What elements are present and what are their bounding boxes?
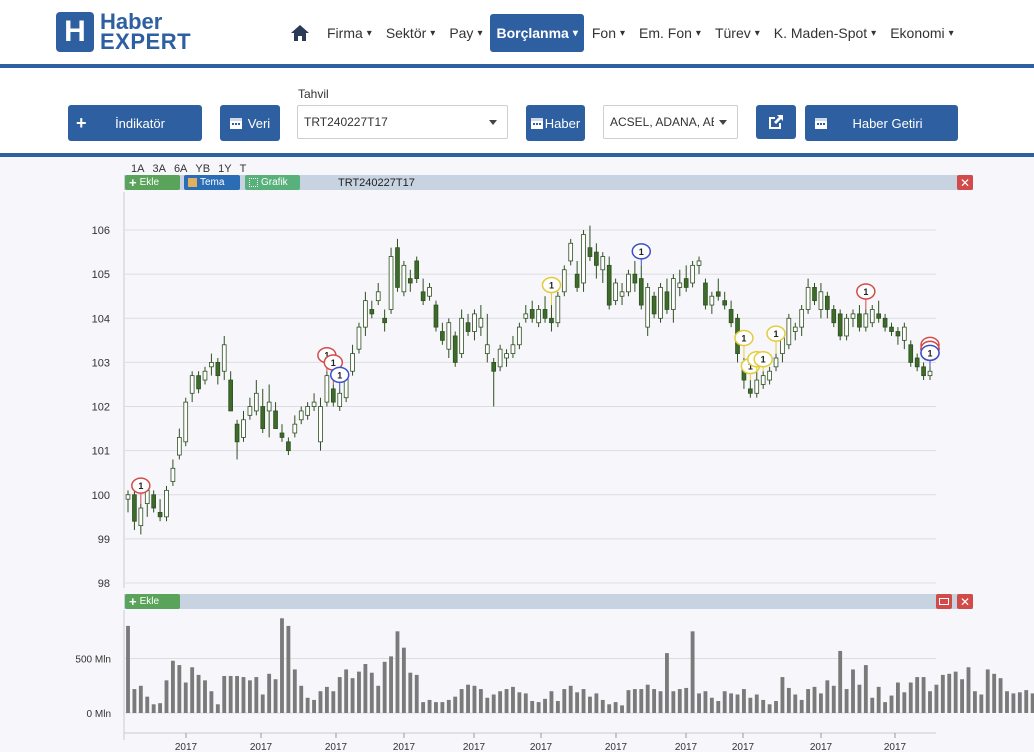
chart-type-label: Grafik: [261, 177, 288, 188]
symbols-select[interactable]: ACSEL, ADANA, AEI: [603, 105, 738, 139]
chevron-down-icon: ▾: [695, 27, 701, 39]
range-selector: 1A 3A 6A YB 1Y T: [131, 163, 254, 175]
nav-item-label: Sektör: [385, 25, 427, 41]
nav-item-4[interactable]: Fon ▾: [586, 14, 631, 52]
fetch-news-button[interactable]: Haber Getiri: [805, 105, 958, 141]
toolbar-divider: [0, 153, 1034, 157]
bond-field-label: Tahvil: [298, 87, 329, 101]
logo-mark: H: [56, 12, 94, 52]
chevron-down-icon: ▾: [477, 27, 483, 39]
price-add-label: Ekle: [139, 177, 160, 188]
top-header: H Haber EXPERT Firma ▾ Sektör ▾ Pay ▾ Borçlanm…: [0, 0, 1034, 64]
price-add-button[interactable]: + Ekle: [125, 175, 180, 190]
range-option-5[interactable]: T: [239, 163, 247, 175]
data-label: Veri: [247, 115, 271, 131]
chevron-down-icon: ▾: [430, 27, 436, 39]
chevron-down-icon: ▾: [871, 27, 877, 39]
chevron-down-icon: ▾: [366, 27, 372, 39]
header-divider: [0, 64, 1034, 68]
nav-item-7[interactable]: K. Maden-Spot ▾: [768, 14, 882, 52]
nav-item-label: Firma: [327, 25, 363, 41]
indicator-label: İndikatör: [115, 115, 165, 131]
plus-icon: +: [129, 594, 137, 609]
nav-item-1[interactable]: Sektör ▾: [380, 14, 442, 52]
bond-select[interactable]: TRT240227T17: [297, 105, 508, 139]
maximize-volume-panel-button[interactable]: [936, 594, 952, 609]
fetch-news-label: Haber Getiri: [852, 115, 923, 131]
logo-text-haber: Haber: [100, 9, 163, 34]
indicator-button[interactable]: + İndikatör: [68, 105, 202, 141]
brush-icon: [188, 178, 197, 187]
bond-select-value: TRT240227T17: [304, 115, 388, 129]
close-icon: ✕: [959, 594, 971, 609]
chart-type-icon: [249, 178, 258, 187]
nav-item-label: Fon: [591, 25, 616, 41]
price-panel-bar: [124, 175, 973, 190]
chevron-down-icon: ▾: [754, 27, 760, 39]
nav-item-5[interactable]: Em. Fon ▾: [633, 14, 707, 52]
calendar-icon: [815, 118, 827, 129]
volume-add-label: Ekle: [139, 596, 160, 607]
theme-button[interactable]: Tema: [184, 175, 240, 190]
nav-item-3[interactable]: Borçlanma ▾: [490, 14, 584, 52]
plus-icon: +: [76, 112, 87, 133]
symbols-select-value: ACSEL, ADANA, AEI: [610, 115, 714, 129]
chart-type-button[interactable]: Grafik: [245, 175, 300, 190]
nav-item-8[interactable]: Ekonomi ▾: [884, 14, 960, 52]
range-option-2[interactable]: 6A: [173, 163, 188, 175]
nav-item-0[interactable]: Firma ▾: [321, 14, 378, 52]
range-option-1[interactable]: 3A: [152, 163, 166, 175]
home-icon[interactable]: [288, 21, 312, 45]
nav-item-label: Em. Fon: [639, 25, 692, 41]
data-button[interactable]: Veri: [220, 105, 280, 141]
price-panel-title: TRT240227T17: [338, 177, 415, 189]
chevron-down-icon: ▾: [619, 27, 626, 39]
news-label: Haber: [544, 115, 581, 131]
theme-label: Tema: [200, 177, 225, 188]
close-volume-panel-button[interactable]: ✕: [957, 594, 973, 609]
volume-panel-bar: [124, 594, 973, 609]
calendar-icon: [229, 118, 242, 129]
external-link-icon: [769, 115, 783, 129]
external-link-button[interactable]: [756, 105, 796, 139]
logo-text-expert: EXPERT: [100, 29, 192, 54]
chart-area: [0, 157, 1034, 752]
nav-item-label: K. Maden-Spot: [773, 25, 868, 41]
news-button[interactable]: Haber: [526, 105, 585, 141]
close-price-panel-button[interactable]: ✕: [957, 175, 973, 190]
chevron-down-icon: ▾: [572, 27, 578, 39]
range-option-3[interactable]: YB: [195, 163, 211, 175]
chevron-down-icon: [489, 120, 497, 125]
range-option-4[interactable]: 1Y: [218, 163, 232, 175]
calendar-icon: [530, 118, 543, 129]
maximize-icon: [939, 598, 949, 605]
nav-item-label: Ekonomi: [890, 25, 945, 41]
nav-item-label: Borçlanma: [496, 25, 569, 41]
chevron-down-icon: ▾: [948, 27, 954, 39]
range-option-0[interactable]: 1A: [131, 163, 145, 175]
volume-add-button[interactable]: + Ekle: [125, 594, 180, 609]
nav-item-2[interactable]: Pay ▾: [443, 14, 488, 52]
plus-icon: +: [129, 175, 137, 190]
nav-item-label: Pay: [449, 25, 474, 41]
nav-item-6[interactable]: Türev ▾: [709, 14, 766, 52]
chevron-down-icon: [719, 120, 727, 125]
close-icon: ✕: [959, 175, 971, 190]
brand-logo[interactable]: H Haber EXPERT: [56, 9, 192, 54]
main-nav: Firma ▾ Sektör ▾ Pay ▾ Borçlanma ▾ Fon ▾ Em. Fon ▾ T…: [288, 14, 961, 52]
nav-item-label: Türev: [714, 25, 751, 41]
